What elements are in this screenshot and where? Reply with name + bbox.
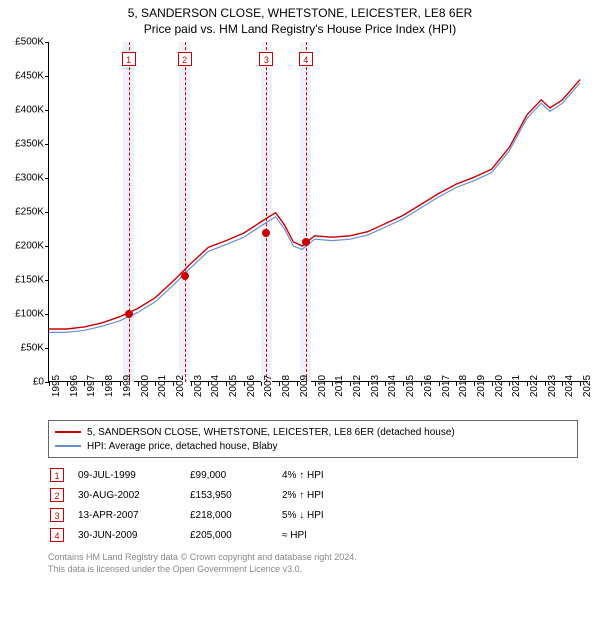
footnote-line2: This data is licensed under the Open Gov… [48, 564, 600, 576]
marker-number-box: 4 [299, 52, 313, 66]
x-tick-label: 2023 [547, 375, 558, 397]
marker-line [306, 42, 307, 382]
x-tick-label: 2016 [423, 375, 434, 397]
table-row: 4 30-JUN-2009£205,000≈ HPI [50, 526, 336, 544]
legend-label: HPI: Average price, detached house, Blab… [87, 441, 278, 452]
sale-date-cell: 30-JUN-2009 [78, 526, 188, 544]
sale-price-cell: £99,000 [190, 466, 280, 484]
legend-item: HPI: Average price, detached house, Blab… [55, 439, 571, 453]
marker-line [185, 42, 186, 382]
sale-price-cell: £218,000 [190, 506, 280, 524]
legend-label: 5, SANDERSON CLOSE, WHETSTONE, LEICESTER… [87, 427, 455, 438]
x-tick-label: 2014 [387, 375, 398, 397]
x-tick-label: 2012 [352, 375, 363, 397]
sale-delta-cell: ≈ HPI [282, 526, 336, 544]
sale-date-cell: 30-AUG-2002 [78, 486, 188, 504]
plot-area: 1 2 3 4 [48, 42, 588, 382]
x-tick-label: 2019 [476, 375, 487, 397]
title-address: 5, SANDERSON CLOSE, WHETSTONE, LEICESTER… [0, 6, 600, 20]
chart-container: 5, SANDERSON CLOSE, WHETSTONE, LEICESTER… [0, 0, 600, 620]
y-tick-label: £50K [21, 343, 44, 354]
sale-point [262, 229, 270, 237]
legend-item: 5, SANDERSON CLOSE, WHETSTONE, LEICESTER… [55, 425, 571, 439]
marker-number-box: 1 [122, 52, 136, 66]
x-tick-label: 2022 [529, 375, 540, 397]
x-tick-label: 2003 [193, 375, 204, 397]
sale-point [302, 238, 310, 246]
x-tick-label: 2009 [299, 375, 310, 397]
x-tick-label: 2005 [228, 375, 239, 397]
y-tick-label: £400K [15, 105, 44, 116]
table-row: 1 09-JUL-1999£99,0004% ↑ HPI [50, 466, 336, 484]
sale-num-cell: 4 [50, 526, 76, 544]
sale-date-cell: 13-APR-2007 [78, 506, 188, 524]
x-tick-label: 1998 [104, 375, 115, 397]
x-tick-label: 2007 [263, 375, 274, 397]
marker-line [129, 42, 130, 382]
sale-delta-cell: 2% ↑ HPI [282, 486, 336, 504]
y-tick-label: £100K [15, 309, 44, 320]
marker-number-box: 3 [259, 52, 273, 66]
x-tick-label: 2024 [564, 375, 575, 397]
x-tick-label: 2001 [157, 375, 168, 397]
sale-number-box: 3 [50, 508, 64, 522]
y-tick-label: £300K [15, 173, 44, 184]
y-tick-label: £150K [15, 275, 44, 286]
x-tick-label: 2006 [246, 375, 257, 397]
marker-line [266, 42, 267, 382]
sale-number-box: 2 [50, 488, 64, 502]
x-tick-label: 2021 [511, 375, 522, 397]
y-tick-label: £350K [15, 139, 44, 150]
x-tick-label: 1997 [86, 375, 97, 397]
x-tick-label: 2013 [370, 375, 381, 397]
x-tick-label: 2008 [281, 375, 292, 397]
sale-point [181, 272, 189, 280]
footnote-line1: Contains HM Land Registry data © Crown c… [48, 552, 600, 564]
x-tick-label: 2004 [210, 375, 221, 397]
x-tick-label: 2015 [405, 375, 416, 397]
x-tick-label: 1995 [51, 375, 62, 397]
sale-delta-cell: 4% ↑ HPI [282, 466, 336, 484]
sale-price-cell: £205,000 [190, 526, 280, 544]
table-row: 2 30-AUG-2002£153,9502% ↑ HPI [50, 486, 336, 504]
y-tick-label: £0 [33, 377, 44, 388]
footnote: Contains HM Land Registry data © Crown c… [48, 552, 600, 575]
chart-area: 1234 £0£50K£100K£150K£200K£250K£300K£350… [48, 42, 588, 412]
y-tick-label: £450K [15, 71, 44, 82]
sale-number-box: 4 [50, 528, 64, 542]
x-tick-label: 2017 [441, 375, 452, 397]
y-tick-label: £250K [15, 207, 44, 218]
x-tick-label: 2010 [317, 375, 328, 397]
marker-number-box: 2 [178, 52, 192, 66]
line-svg [49, 42, 589, 382]
legend-swatch [55, 445, 81, 447]
x-tick-label: 2002 [175, 375, 186, 397]
sale-num-cell: 3 [50, 506, 76, 524]
x-tick-label: 2000 [140, 375, 151, 397]
y-tick-label: £200K [15, 241, 44, 252]
sale-delta-cell: 5% ↓ HPI [282, 506, 336, 524]
sale-num-cell: 1 [50, 466, 76, 484]
sale-num-cell: 2 [50, 486, 76, 504]
x-tick-label: 2020 [494, 375, 505, 397]
title-block: 5, SANDERSON CLOSE, WHETSTONE, LEICESTER… [0, 0, 600, 38]
x-tick-label: 2025 [582, 375, 593, 397]
x-tick-label: 1999 [122, 375, 133, 397]
sale-point [125, 310, 133, 318]
sale-price-cell: £153,950 [190, 486, 280, 504]
legend: 5, SANDERSON CLOSE, WHETSTONE, LEICESTER… [48, 420, 578, 458]
title-subtitle: Price paid vs. HM Land Registry's House … [0, 22, 600, 36]
sale-date-cell: 09-JUL-1999 [78, 466, 188, 484]
y-tick-label: £500K [15, 37, 44, 48]
x-tick-label: 2011 [334, 375, 345, 397]
table-row: 3 13-APR-2007£218,0005% ↓ HPI [50, 506, 336, 524]
x-tick-label: 2018 [458, 375, 469, 397]
sales-table: 109-JUL-1999£99,0004% ↑ HPI230-AUG-2002£… [48, 464, 338, 546]
sale-number-box: 1 [50, 468, 64, 482]
legend-swatch [55, 431, 81, 433]
x-tick-label: 1996 [69, 375, 80, 397]
